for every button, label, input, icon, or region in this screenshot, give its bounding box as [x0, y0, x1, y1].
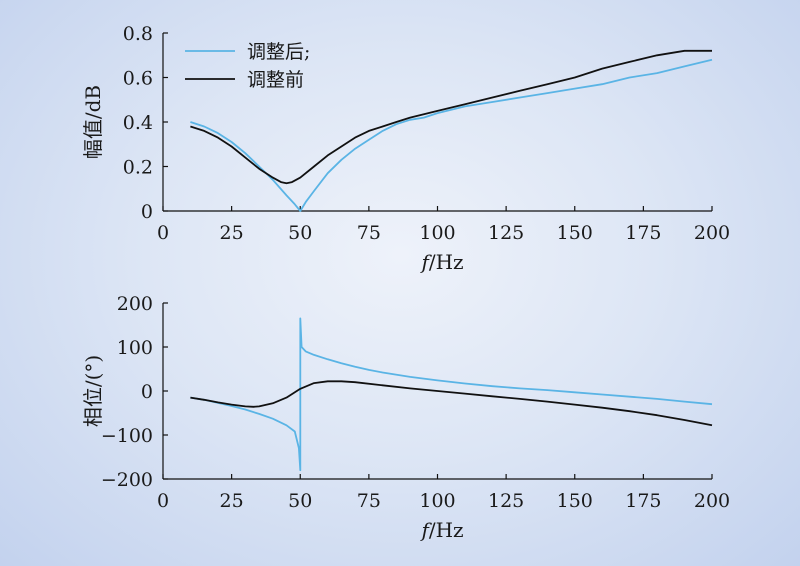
- chart-1: 0 25 50 75 100 125 150 175 200 0 0.2 0.4 0.6 0.8 f/Hz 幅…: [81, 23, 730, 274]
- y-tick-label: −200: [101, 469, 153, 491]
- x-tick-label: 75: [357, 222, 381, 244]
- x-tick-label: 25: [220, 222, 244, 244]
- x-tick-label: 150: [557, 222, 593, 244]
- series-line-2: [190, 380, 713, 427]
- y-tick-label: 0: [141, 201, 153, 223]
- x-tick-label: 175: [625, 490, 661, 512]
- y-tick-label: 0.6: [123, 68, 153, 90]
- x-tick-label: 75: [357, 490, 381, 512]
- x-tick-label: 125: [488, 490, 524, 512]
- x-tick-label: 0: [157, 222, 169, 244]
- x-tick-label: 50: [288, 490, 312, 512]
- series-line-2: [190, 49, 712, 185]
- x-tick-label: 150: [557, 490, 593, 512]
- y-axis-title: 幅值/dB: [81, 85, 105, 159]
- x-tick-label: 25: [220, 490, 244, 512]
- y-axis-title: 相位/(°): [81, 355, 105, 427]
- legend-label-1: 调整后;: [247, 41, 310, 63]
- series-line-1: [190, 58, 713, 212]
- y-tick-label: 0.8: [123, 23, 153, 45]
- y-tick-label: −100: [101, 425, 153, 447]
- x-tick-label: 175: [625, 222, 661, 244]
- x-tick-label: 200: [694, 490, 730, 512]
- y-tick-label: 0.2: [123, 157, 153, 179]
- y-tick-label: 0.4: [123, 112, 153, 134]
- x-tick-label: 0: [157, 490, 169, 512]
- y-tick-label: 200: [117, 293, 153, 315]
- y-tick-label: 0: [141, 381, 153, 403]
- y-tick-label: 100: [117, 337, 153, 359]
- x-axis-title-unit: /Hz: [429, 250, 464, 274]
- x-axis-title: f/Hz: [419, 518, 463, 542]
- x-tick-label: 100: [419, 490, 455, 512]
- x-axis-title-unit: /Hz: [429, 518, 464, 542]
- legend-label-2: 调整前: [247, 69, 304, 91]
- x-tick-label: 125: [488, 222, 524, 244]
- x-tick-label: 50: [288, 222, 312, 244]
- x-tick-label: 100: [419, 222, 455, 244]
- chart-2: 0 25 50 75 100 125 150 175 200 −200 −100 0 100 200 f/H…: [81, 293, 730, 542]
- series-line-1: [190, 317, 713, 472]
- x-tick-label: 200: [694, 222, 730, 244]
- x-axis-title: f/Hz: [419, 250, 463, 274]
